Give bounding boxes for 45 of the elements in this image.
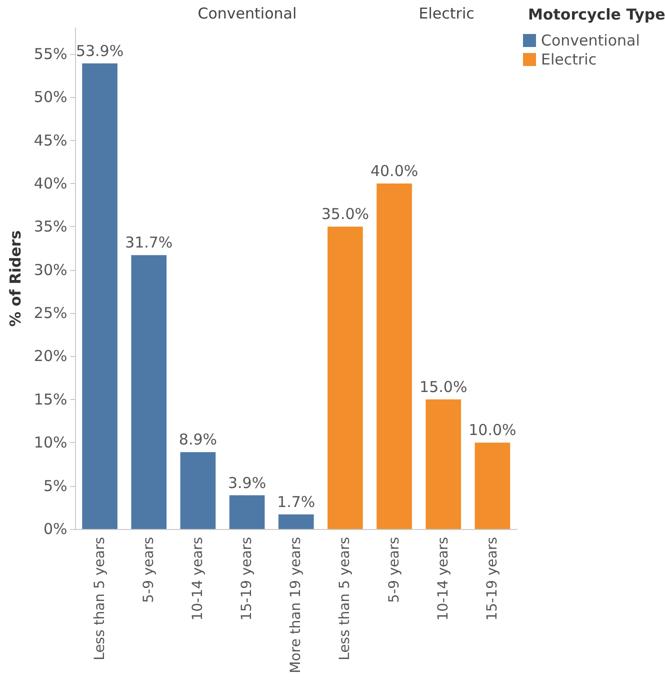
x-tick-label: 10-14 years — [435, 537, 452, 621]
x-tick-label: 15-19 years — [239, 537, 256, 621]
x-tick-label: 15-19 years — [484, 537, 500, 621]
bar — [82, 63, 118, 529]
data-label: 3.9% — [228, 474, 266, 492]
data-label: 10.0% — [468, 421, 516, 440]
legend-label: Electric — [541, 50, 597, 68]
x-tick-label: More than 19 years — [288, 537, 304, 674]
y-tick-label: 45% — [34, 131, 68, 150]
x-tick-label: 10-14 years — [190, 537, 206, 621]
text: Electric — [418, 4, 474, 22]
x-tick-label: 5-9 years — [140, 537, 157, 603]
y-tick-label: 30% — [34, 260, 68, 279]
data-label: 8.9% — [178, 430, 218, 449]
y-tick-label: 50% — [34, 88, 68, 106]
data-label: 15.0% — [420, 378, 468, 396]
x-tick-label: Less than 5 years — [92, 537, 108, 660]
text: Conventional — [198, 4, 297, 22]
y-tick-label: 0% — [43, 520, 68, 538]
x-tick-label: Less than 5 years — [337, 537, 354, 660]
y-tick-label: 5% — [43, 476, 68, 495]
bar — [131, 255, 167, 529]
bar — [474, 442, 510, 529]
y-tick-label: 20% — [34, 347, 68, 366]
bar — [426, 399, 462, 529]
bar — [229, 495, 265, 529]
data-label: 53.9% — [76, 42, 124, 60]
bar — [278, 514, 314, 529]
y-axis-title: % of Riders — [6, 230, 24, 327]
bar — [376, 183, 412, 529]
y-tick-label: 40% — [34, 174, 68, 192]
bar — [328, 226, 363, 529]
data-label: 31.7% — [125, 234, 173, 252]
bar — [180, 452, 216, 529]
y-tick-label: 10% — [34, 434, 68, 452]
legend-label: Conventional — [541, 32, 640, 50]
y-tick-label: 25% — [34, 304, 68, 322]
y-tick-label: 55% — [34, 44, 68, 63]
data-label: 40.0% — [370, 162, 418, 180]
y-tick-label: 35% — [34, 218, 68, 236]
data-label: 1.7% — [277, 492, 316, 511]
y-tick-label: 15% — [34, 390, 68, 408]
legend-title: Motorcycle Type — [528, 6, 665, 24]
x-tick-label: 5-9 years — [386, 537, 402, 603]
data-label: 35.0% — [321, 205, 370, 224]
